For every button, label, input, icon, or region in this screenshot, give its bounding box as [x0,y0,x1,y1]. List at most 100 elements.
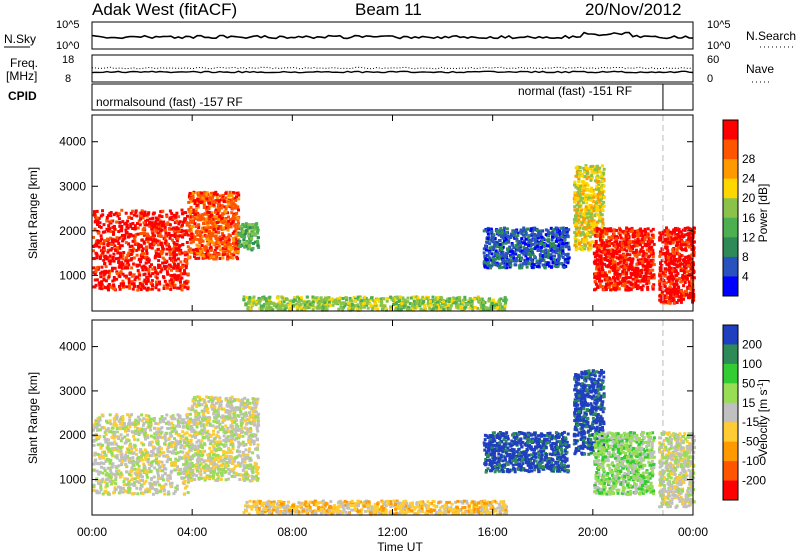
range-gate-cell [234,204,238,208]
range-gate-cell [106,250,110,254]
range-gate-cell [601,218,605,222]
range-gate-cell [673,259,677,263]
range-gate-cell [645,269,649,273]
range-gate-cell [142,233,146,237]
range-gate-cell [102,277,106,281]
range-gate-cell [214,199,218,203]
range-gate-cell [94,268,98,271]
range-gate-cell [583,207,587,211]
range-gate-cell [121,257,125,261]
range-gate-cell [527,234,531,238]
range-gate-cell [690,265,694,269]
range-gate-cell [124,241,128,245]
range-gate-cell [238,232,242,236]
range-gate-cell [148,217,152,221]
range-gate-cell [577,180,581,184]
range-gate-cell [127,234,131,238]
range-gate-cell [234,248,238,252]
range-gate-cell [145,288,149,292]
range-gate-cell [596,262,600,266]
range-gate-cell [92,210,96,214]
range-gate-cell [136,275,139,279]
power-colorbar-label: Power [dB] [756,184,770,243]
range-gate-cell [145,249,149,253]
range-gate-cell [137,219,141,223]
range-gate-cell [595,164,599,168]
range-gate-cell [299,302,303,306]
range-gate-cell [478,298,482,302]
range-gate-cell [496,251,500,255]
range-gate-cell [680,293,684,297]
range-gate-cell [159,241,163,245]
range-gate-cell [157,254,161,258]
range-gate-cell [593,228,597,232]
range-gate-cell [172,253,176,257]
range-gate-cell [139,243,143,247]
range-gate-cell [609,227,613,231]
range-gate-cell [612,286,616,289]
range-gate-cell [154,280,158,284]
range-gate-cell [139,232,143,235]
range-gate-cell [185,231,189,235]
range-gate-cell [635,287,639,291]
range-gate-cell [96,267,100,271]
range-gate-cell [674,235,678,239]
range-gate-cell [204,234,208,238]
range-gate-cell [612,265,616,269]
range-gate-cell [522,226,526,230]
range-gate-cell [659,300,663,304]
range-gate-cell [596,193,600,196]
range-gate-cell [634,239,637,242]
range-gate-cell [567,228,571,232]
range-gate-cell [676,290,680,293]
range-gate-cell [131,227,135,230]
range-gate-cell [103,230,107,234]
range-gate-cell [573,183,576,187]
range-gate-cell [220,215,224,219]
range-gate-cell [331,303,335,307]
range-gate-cell [675,249,679,253]
range-gate-cell [613,240,617,244]
range-gate-cell [253,240,257,244]
range-gate-cell [636,284,640,288]
range-gate-cell [121,279,125,283]
range-gate-cell [611,257,614,261]
range-gate-cell [636,242,640,246]
range-gate-cell [142,481,146,485]
range-gate-cell [631,240,635,244]
range-gate-cell [98,221,102,225]
noise-right-tick-low: 10^0 [707,40,731,52]
range-gate-cell [608,239,612,243]
range-gate-cell [481,304,485,307]
range-gate-cell [530,260,534,264]
range-gate-cell [153,234,157,238]
range-gate-cell [546,229,550,233]
range-gate-cell [345,296,348,300]
range-gate-cell [194,225,198,229]
range-gate-cell [456,303,460,307]
range-gate-cell [185,261,189,265]
range-gate-cell [599,229,603,233]
range-gate-cell [673,266,677,270]
range-gate-cell [119,270,123,274]
range-gate-cell [241,222,245,226]
range-gate-cell [206,221,210,224]
range-gate-cell [480,305,483,309]
range-gate-cell [600,205,604,209]
range-gate-cell [592,252,596,256]
range-gate-cell [574,166,578,170]
range-gate-cell [669,259,673,263]
range-gate-cell [598,189,601,193]
range-gate-cell [146,286,150,290]
range-gate-cell [125,285,129,289]
range-gate-cell [127,263,131,267]
range-gate-cell [122,234,126,237]
range-gate-cell [597,248,601,252]
range-gate-cell [189,241,193,245]
range-gate-cell [148,245,152,249]
range-gate-cell [188,191,192,195]
range-gate-cell [579,246,583,249]
range-gate-cell [158,234,162,238]
range-gate-cell [684,266,688,270]
